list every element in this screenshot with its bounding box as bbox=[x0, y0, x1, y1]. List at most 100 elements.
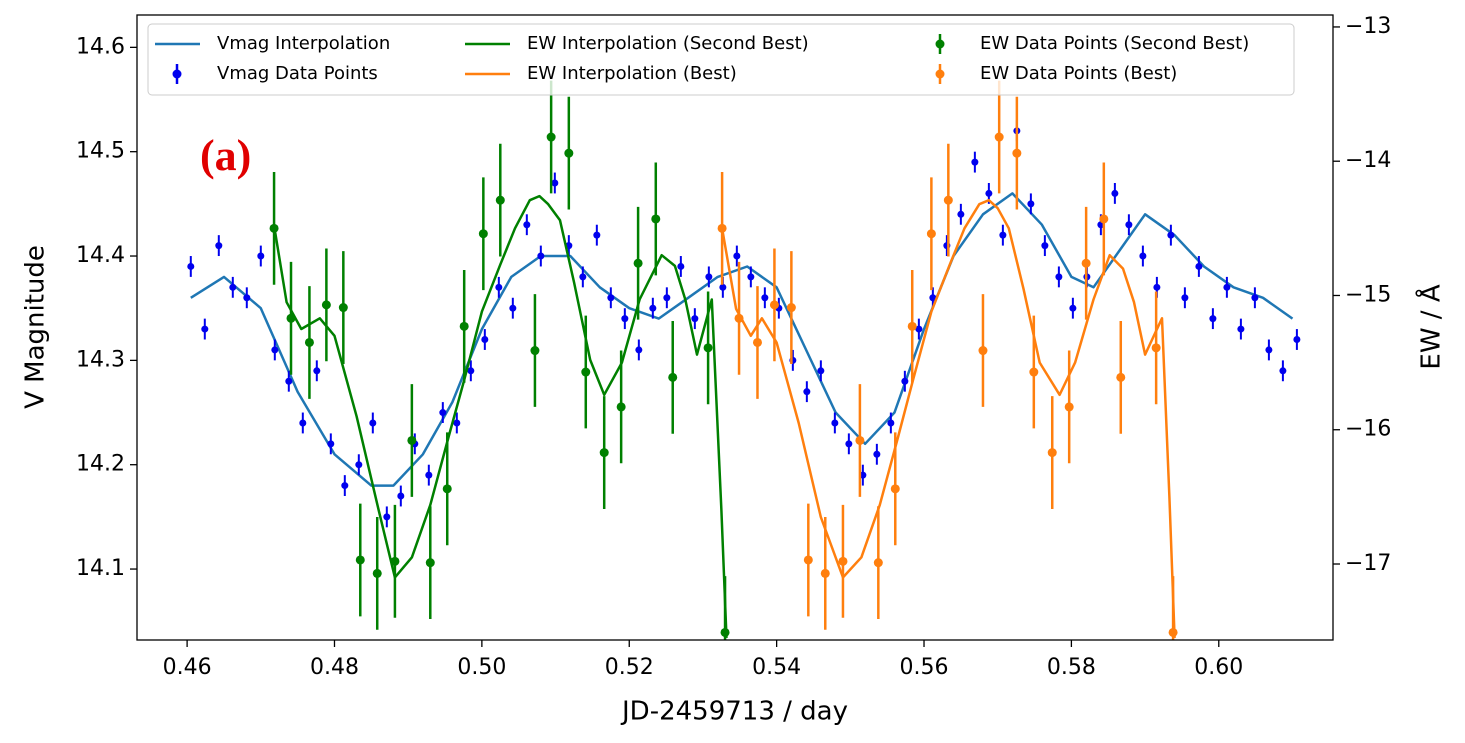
data-point bbox=[703, 343, 713, 353]
data-point bbox=[957, 210, 965, 218]
line-series bbox=[720, 198, 1176, 638]
data-point bbox=[1139, 252, 1147, 260]
y-tick-label: 14.2 bbox=[76, 452, 125, 477]
data-point bbox=[887, 419, 895, 427]
data-point bbox=[593, 231, 601, 239]
data-point bbox=[1153, 283, 1161, 291]
data-point bbox=[442, 484, 452, 494]
data-point bbox=[668, 372, 678, 382]
data-point bbox=[355, 461, 363, 469]
data-point bbox=[747, 273, 755, 281]
data-point bbox=[915, 325, 923, 333]
data-point bbox=[215, 242, 223, 250]
y2-tick-label: −15 bbox=[1345, 282, 1391, 307]
data-point bbox=[564, 148, 574, 158]
data-point bbox=[495, 195, 505, 205]
data-point bbox=[971, 158, 979, 166]
data-point bbox=[978, 346, 988, 356]
data-point bbox=[1041, 242, 1049, 250]
data-point bbox=[705, 273, 713, 281]
x-axis-label: JD-2459713 / day bbox=[620, 697, 848, 727]
data-point bbox=[1168, 627, 1178, 637]
data-point bbox=[453, 419, 461, 427]
data-point bbox=[1209, 315, 1217, 323]
data-point bbox=[985, 189, 993, 197]
legend-label: EW Data Points (Second Best) bbox=[980, 33, 1249, 54]
data-point bbox=[495, 283, 503, 291]
data-point bbox=[201, 325, 209, 333]
x-tick-label: 0.54 bbox=[752, 655, 801, 680]
data-point bbox=[831, 419, 839, 427]
data-point bbox=[425, 558, 435, 568]
data-point bbox=[257, 252, 265, 260]
data-point bbox=[677, 262, 685, 270]
plot-area bbox=[187, 80, 1301, 640]
data-point bbox=[719, 283, 727, 291]
data-point bbox=[467, 367, 475, 375]
data-point bbox=[1099, 214, 1109, 224]
data-point bbox=[1251, 294, 1259, 302]
data-point bbox=[1064, 402, 1074, 412]
data-point bbox=[752, 337, 762, 347]
data-point bbox=[390, 556, 400, 566]
line-series bbox=[272, 194, 728, 638]
data-point bbox=[817, 367, 825, 375]
data-point bbox=[717, 223, 727, 233]
data-point bbox=[509, 304, 517, 312]
legend-label: Vmag Data Points bbox=[217, 63, 378, 84]
data-point bbox=[621, 315, 629, 323]
y-tick-label: 14.3 bbox=[76, 347, 125, 372]
data-point bbox=[271, 346, 279, 354]
data-point bbox=[1237, 325, 1245, 333]
legend-swatch bbox=[172, 69, 182, 79]
data-point bbox=[845, 440, 853, 448]
data-point bbox=[551, 179, 559, 187]
x-tick-label: 0.58 bbox=[1047, 655, 1096, 680]
data-point bbox=[530, 346, 540, 356]
data-point bbox=[1029, 367, 1039, 377]
data-point bbox=[1027, 200, 1035, 208]
y2-tick-label: −16 bbox=[1345, 417, 1391, 442]
data-point bbox=[425, 471, 433, 479]
data-point bbox=[459, 321, 469, 331]
line-series bbox=[190, 192, 1294, 487]
x-tick-label: 0.56 bbox=[900, 655, 949, 680]
x-tick-label: 0.46 bbox=[163, 655, 212, 680]
legend-label: EW Interpolation (Second Best) bbox=[527, 33, 809, 54]
y2-tick-label: −14 bbox=[1345, 148, 1391, 173]
axes-frame bbox=[136, 14, 1334, 641]
data-point bbox=[907, 321, 917, 331]
data-point bbox=[1279, 367, 1287, 375]
data-point bbox=[1151, 343, 1161, 353]
data-point bbox=[581, 367, 591, 377]
data-point bbox=[187, 262, 195, 270]
y2-tick-label: −17 bbox=[1345, 551, 1391, 576]
legend-label: EW Interpolation (Best) bbox=[527, 63, 737, 84]
data-point bbox=[1116, 372, 1126, 382]
data-point bbox=[838, 556, 848, 566]
data-point bbox=[926, 229, 936, 239]
data-point bbox=[633, 258, 643, 268]
data-point bbox=[439, 409, 447, 417]
data-point bbox=[734, 313, 744, 323]
data-point bbox=[304, 337, 314, 347]
data-point bbox=[269, 223, 279, 233]
data-point bbox=[478, 229, 488, 239]
legend: Vmag Interpolation Vmag Data Points EW Int… bbox=[147, 23, 1295, 96]
data-point bbox=[243, 294, 251, 302]
x-tick-label: 0.50 bbox=[457, 655, 506, 680]
data-point bbox=[369, 419, 377, 427]
data-point bbox=[341, 482, 349, 490]
data-point bbox=[383, 513, 391, 521]
data-point bbox=[355, 555, 365, 565]
y-tick-label: 14.5 bbox=[76, 139, 125, 164]
data-point bbox=[720, 627, 730, 637]
data-point bbox=[769, 300, 779, 310]
data-point bbox=[901, 377, 909, 385]
data-point bbox=[397, 492, 405, 500]
y2-tick-label: −13 bbox=[1345, 14, 1391, 39]
data-point bbox=[537, 252, 545, 260]
data-point bbox=[327, 440, 335, 448]
legend-label: EW Data Points (Best) bbox=[980, 63, 1177, 84]
